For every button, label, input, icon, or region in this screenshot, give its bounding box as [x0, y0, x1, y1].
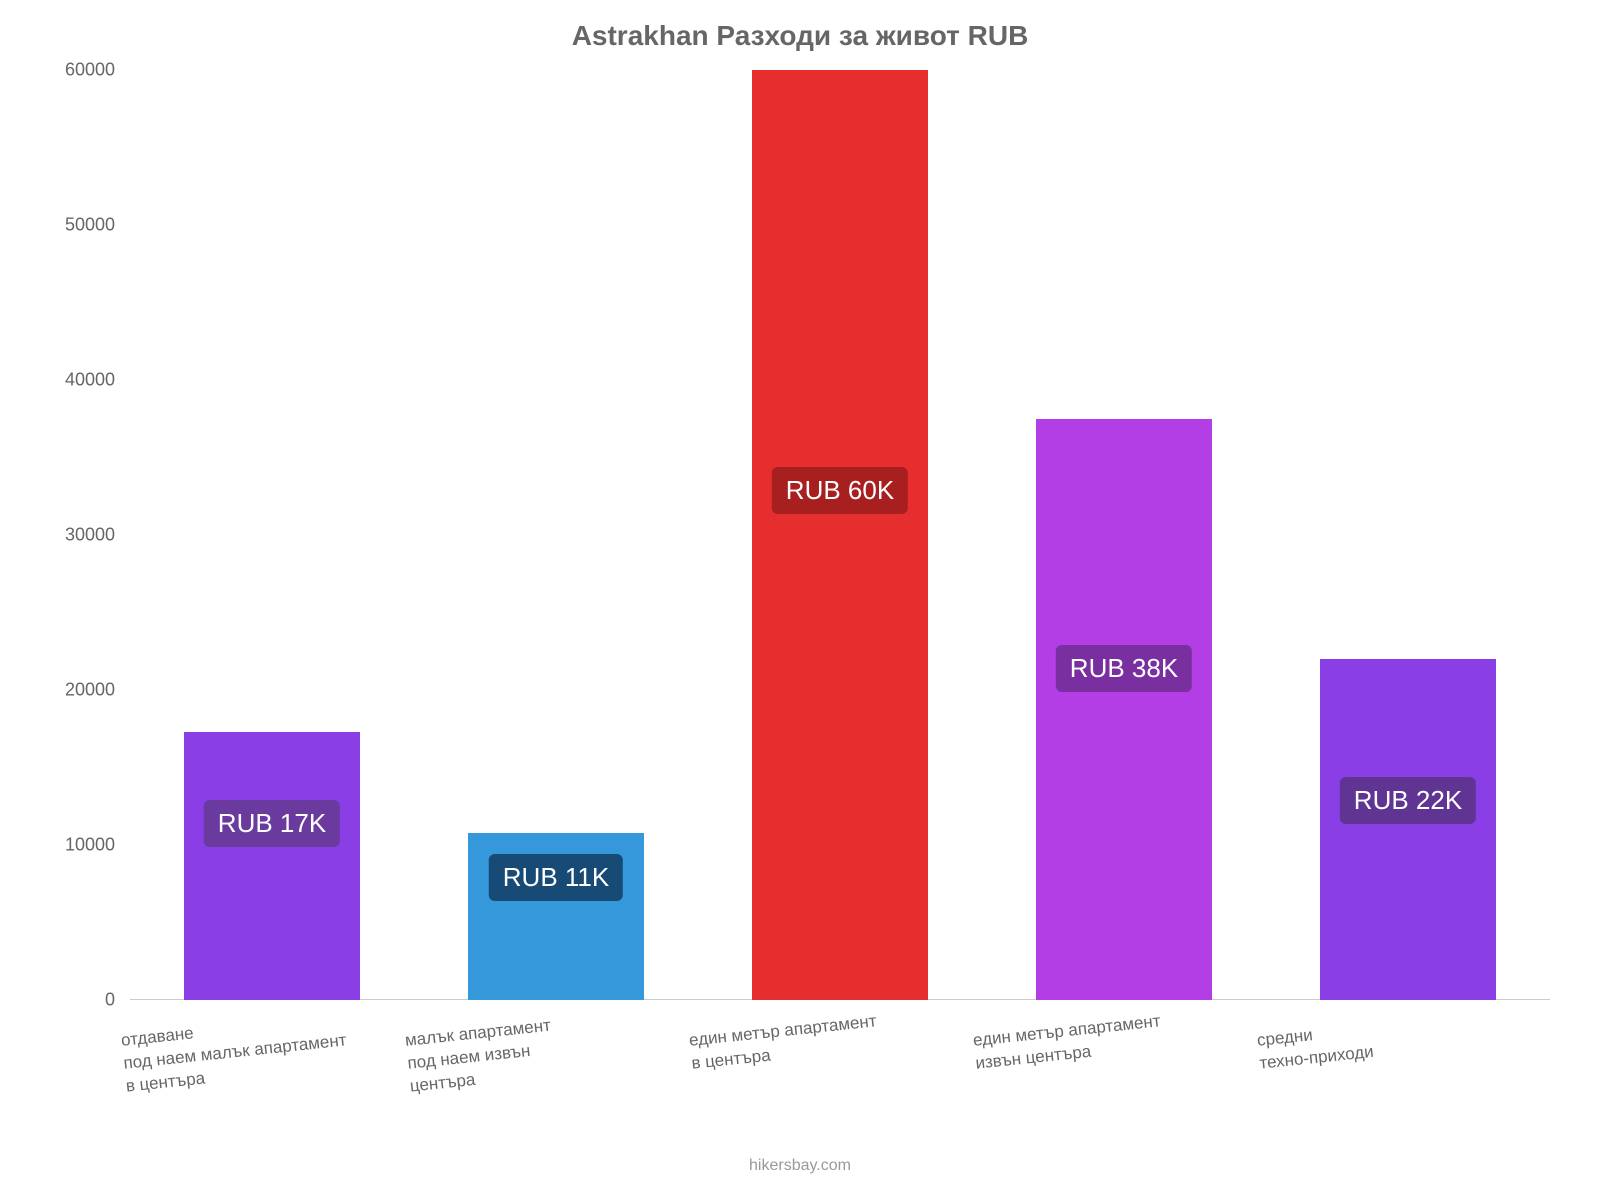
y-tick: 60000	[0, 60, 115, 81]
bar-cat2	[752, 70, 928, 1000]
plot-area: RUB 17K RUB 11K RUB 60K RUB 38K RUB 22K	[130, 70, 1550, 1000]
value-label-cat2: RUB 60K	[772, 467, 908, 514]
attribution: hikersbay.com	[0, 1157, 1600, 1175]
x-axis: отдаване под наем малък апартамент в цен…	[130, 1005, 1550, 1155]
x-label-cat1: малък апартамент под наем извън центъра	[404, 996, 733, 1098]
y-tick: 40000	[0, 370, 115, 391]
value-label-cat1: RUB 11K	[489, 854, 623, 901]
bars-group: RUB 17K RUB 11K RUB 60K RUB 38K RUB 22K	[130, 70, 1550, 1000]
value-label-cat4: RUB 22K	[1340, 777, 1476, 824]
x-label-cat0: отдаване под наем малък апартамент в цен…	[120, 996, 449, 1098]
y-tick: 30000	[0, 525, 115, 546]
chart-title: Astrakhan Разходи за живот RUB	[0, 20, 1600, 52]
y-axis: 0100002000030000400005000060000	[0, 70, 125, 1000]
value-label-cat3: RUB 38K	[1056, 645, 1192, 692]
x-label-cat3: един метър апартамент извън центъра	[972, 996, 1299, 1075]
y-tick: 50000	[0, 215, 115, 236]
x-label-cat2: един метър апартамент в центъра	[688, 996, 1015, 1075]
x-label-cat4: средни техно-приходи	[1256, 996, 1583, 1075]
chart-container: Astrakhan Разходи за живот RUB 0 10000 200…	[0, 0, 1600, 1200]
value-label-cat0: RUB 17K	[204, 800, 340, 847]
y-tick: 10000	[0, 835, 115, 856]
bar-cat3	[1036, 419, 1212, 1000]
y-tick: 0	[0, 990, 115, 1011]
bar-cat0	[184, 732, 360, 1000]
bar-cat4	[1320, 659, 1496, 1000]
y-tick: 20000	[0, 680, 115, 701]
